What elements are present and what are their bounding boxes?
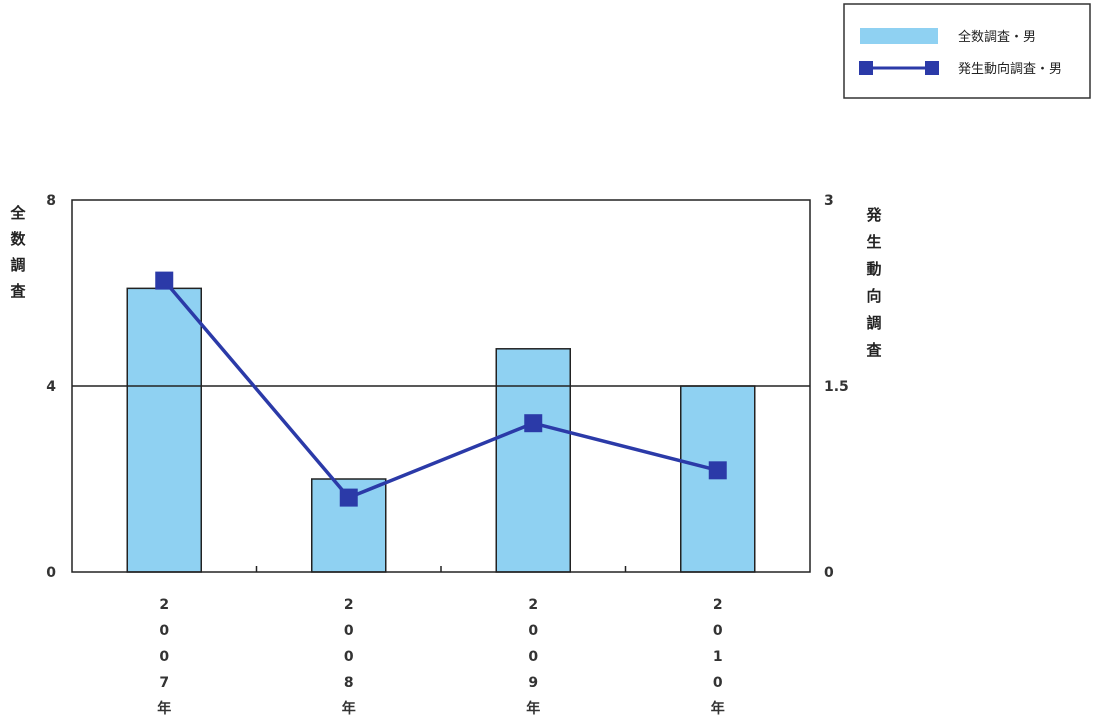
y-right-tick-label: 3 xyxy=(824,193,834,209)
y-right-tick-label: 0 xyxy=(824,565,834,581)
y-right-axis-title: 発生動向調査 xyxy=(865,206,882,359)
y-left-tick-label: 4 xyxy=(46,379,56,395)
line-path xyxy=(162,279,719,500)
legend-label-line: 発生動向調査・男 xyxy=(958,61,1062,77)
legend-swatch-bar xyxy=(860,28,938,44)
x-axis-labels: 2 0 0 7 年 2 0 0 8 年 2 0 0 9 年 2 0 1 0 年 xyxy=(157,597,725,715)
legend-box xyxy=(843,3,1091,99)
plot-frame xyxy=(71,199,811,573)
legend-swatch-marker-left xyxy=(859,61,873,75)
y-right-tick-label: 1.5 xyxy=(824,379,849,395)
y-left-tick-label: 0 xyxy=(46,565,56,581)
line-marker-1 xyxy=(155,271,174,290)
bar-3 xyxy=(495,348,571,573)
line-marker-4 xyxy=(708,461,727,480)
y-right-title-text: 発生動向調査 xyxy=(865,206,882,359)
line-series xyxy=(155,271,727,507)
y-left-title-text: 全数調査 xyxy=(9,204,26,300)
line-marker-3 xyxy=(524,414,543,433)
legend-swatch-marker-right xyxy=(925,61,939,75)
bar-series xyxy=(126,287,756,573)
legend-label-bar: 全数調査・男 xyxy=(958,29,1036,45)
y-left-tick-label: 8 xyxy=(46,193,56,209)
y-left-axis-title: 全数調査 xyxy=(9,204,26,300)
legend: 全数調査・男 発生動向調査・男 xyxy=(843,3,1091,99)
line-marker-2 xyxy=(339,488,358,507)
axis-ticks: 0 4 8 0 1.5 3 xyxy=(46,193,849,581)
bar-1 xyxy=(126,287,202,573)
